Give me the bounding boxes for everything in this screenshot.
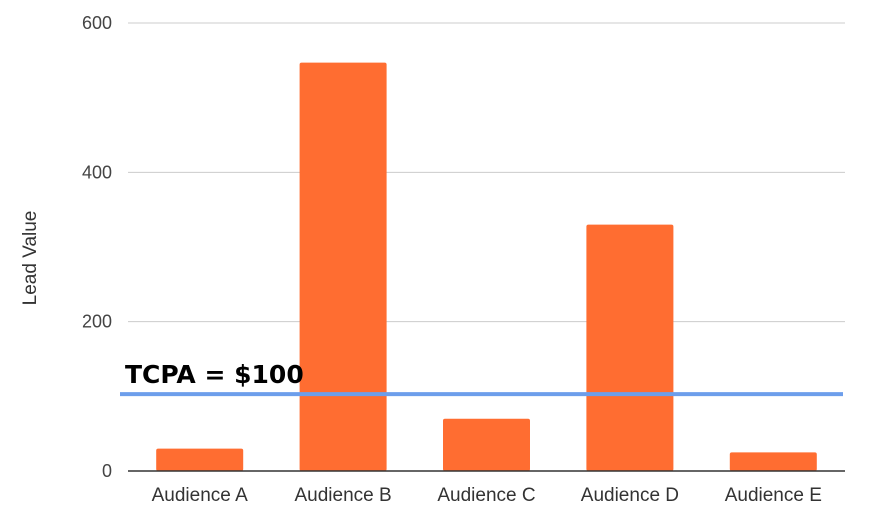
x-category-label: Audience E bbox=[725, 485, 822, 506]
y-tick-label: 600 bbox=[82, 13, 112, 33]
bars bbox=[156, 62, 817, 471]
y-axis-label: Lead Value bbox=[20, 211, 41, 306]
x-category-label: Audience D bbox=[581, 485, 679, 506]
bar-audience-b bbox=[299, 62, 387, 471]
gridlines bbox=[128, 22, 845, 323]
bar-audience-c bbox=[443, 418, 530, 471]
y-tick-label: 400 bbox=[82, 162, 112, 182]
x-category-label: Audience C bbox=[437, 485, 535, 506]
tcpa-label: TCPA = $100 bbox=[125, 360, 304, 389]
x-category-label: Audience A bbox=[152, 485, 248, 506]
bar-audience-a bbox=[156, 448, 244, 471]
bar-audience-d bbox=[586, 224, 674, 471]
y-axis-ticks: 0 200 400 600 bbox=[82, 13, 112, 481]
x-axis-categories: Audience A Audience B Audience C Audience D… bbox=[152, 485, 822, 506]
y-tick-label: 200 bbox=[82, 312, 112, 332]
bar-audience-e bbox=[729, 452, 817, 471]
y-tick-label: 0 bbox=[102, 461, 112, 481]
x-category-label: Audience B bbox=[295, 485, 392, 506]
